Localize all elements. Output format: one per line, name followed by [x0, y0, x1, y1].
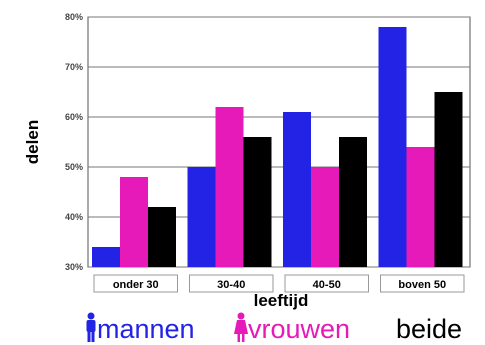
- category-label: 30-40: [217, 279, 245, 291]
- category-label-box: [380, 274, 465, 293]
- category-label: 40-50: [313, 279, 341, 291]
- bar-mannen-2: [283, 112, 311, 267]
- legend-label-mannen: mannen: [97, 314, 195, 344]
- bar-vrouwen-2: [311, 167, 339, 267]
- y-tick-label: 30%: [65, 262, 83, 272]
- category-label-box: [93, 274, 178, 293]
- female-figure-icon: [234, 312, 248, 342]
- bars: [92, 27, 463, 267]
- bar-beide-3: [434, 92, 463, 267]
- bar-vrouwen-0: [120, 177, 148, 267]
- y-tick-labels: 30% 40% 50% 60% 70% 80%: [65, 12, 83, 272]
- category-labels: onder 30 30-40 40-50 boven 50: [93, 274, 465, 293]
- legend-label-vrouwen: vrouwen: [248, 314, 350, 344]
- bar-vrouwen-1: [215, 107, 244, 267]
- category-label-box: [284, 274, 369, 293]
- bar-mannen-1: [187, 167, 216, 267]
- bar-mannen-0: [92, 247, 120, 267]
- category-label: boven 50: [398, 279, 446, 291]
- y-tick-label: 80%: [65, 12, 83, 22]
- category-label-box: [189, 274, 274, 293]
- y-axis-title: delen: [23, 120, 42, 164]
- legend: mannen vrouwen beide: [86, 312, 462, 344]
- category-label: onder 30: [113, 279, 159, 291]
- bar-mannen-3: [378, 27, 407, 267]
- bar-beide-1: [243, 137, 272, 267]
- legend-label-beide: beide: [396, 314, 462, 344]
- bar-vrouwen-3: [406, 147, 435, 267]
- y-tick-label: 60%: [65, 112, 83, 122]
- y-tick-label: 50%: [65, 162, 83, 172]
- y-tick-label: 70%: [65, 62, 83, 72]
- y-tick-label: 40%: [65, 212, 83, 222]
- male-figure-icon: [86, 312, 96, 342]
- x-axis-title: leeftijd: [254, 291, 309, 310]
- bar-beide-0: [148, 207, 176, 267]
- bar-beide-2: [339, 137, 367, 267]
